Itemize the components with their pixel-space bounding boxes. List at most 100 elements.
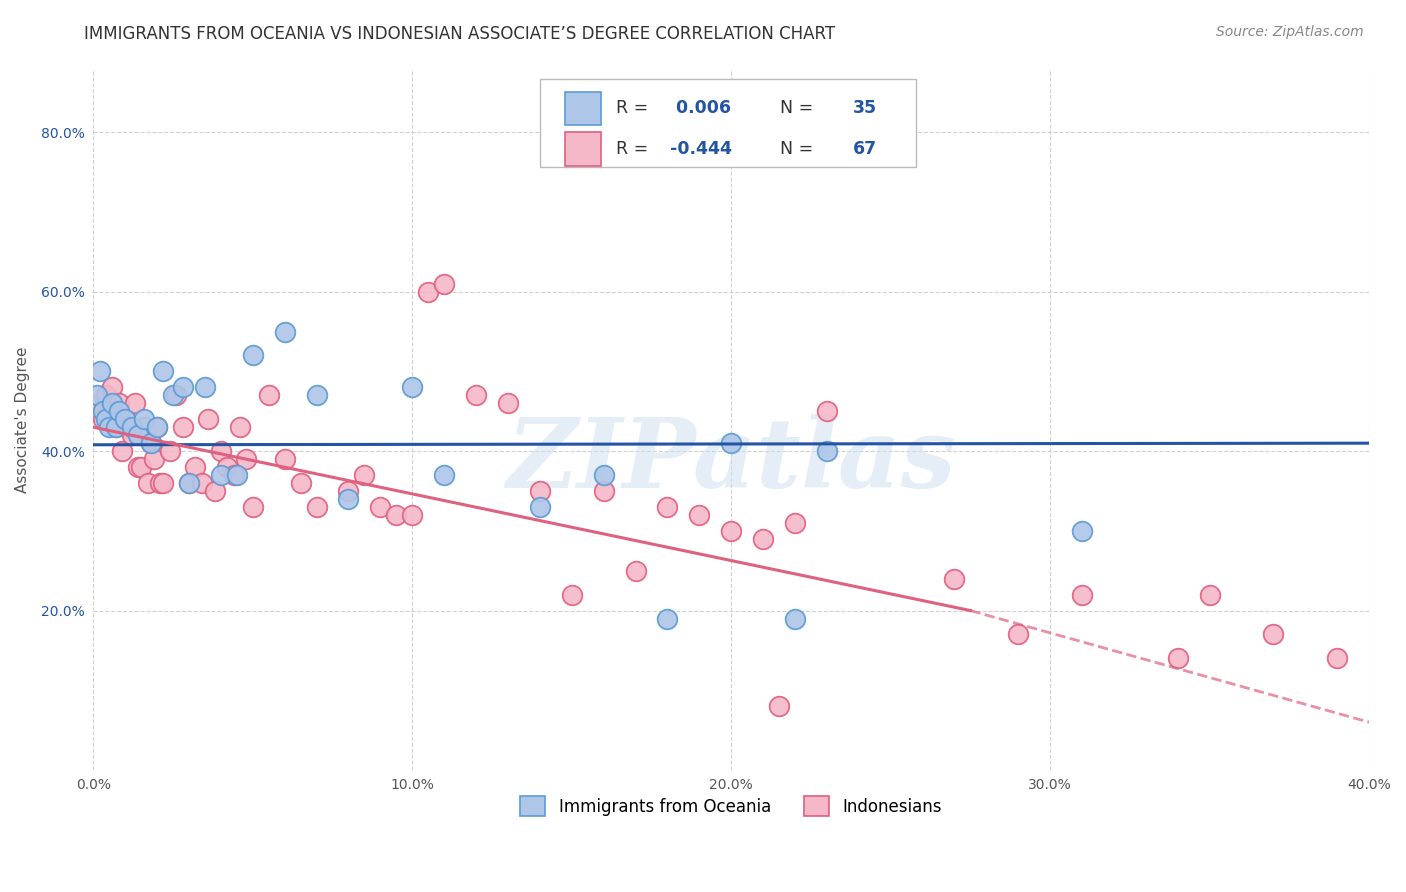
Point	[815, 444, 838, 458]
Point	[720, 524, 742, 538]
Point	[209, 468, 232, 483]
Point	[529, 500, 551, 514]
Point	[433, 468, 456, 483]
Point	[165, 388, 187, 402]
Y-axis label: Associate's Degree: Associate's Degree	[15, 346, 30, 492]
Point	[290, 476, 312, 491]
Point	[337, 491, 360, 506]
Point	[149, 476, 172, 491]
Point	[657, 500, 679, 514]
Point	[273, 452, 295, 467]
Point	[86, 404, 108, 418]
FancyBboxPatch shape	[565, 92, 602, 125]
Point	[815, 404, 838, 418]
Point	[529, 483, 551, 498]
Point	[1007, 627, 1029, 641]
Point	[496, 396, 519, 410]
Point	[592, 468, 614, 483]
Point	[257, 388, 280, 402]
Point	[370, 500, 392, 514]
FancyBboxPatch shape	[565, 132, 602, 166]
Point	[273, 325, 295, 339]
Point	[657, 611, 679, 625]
Point	[159, 444, 181, 458]
Point	[146, 420, 169, 434]
Point	[225, 468, 247, 483]
Point	[139, 436, 162, 450]
Point	[1071, 588, 1094, 602]
Point	[197, 412, 219, 426]
Point	[104, 420, 127, 434]
Point	[98, 404, 121, 418]
Point	[184, 460, 207, 475]
Point	[222, 468, 245, 483]
Point	[688, 508, 710, 522]
Point	[127, 428, 149, 442]
Text: N =: N =	[769, 99, 820, 118]
Point	[433, 277, 456, 291]
Text: ZIPatlas: ZIPatlas	[506, 415, 956, 508]
Point	[152, 364, 174, 378]
Point	[94, 412, 117, 426]
Point	[624, 564, 647, 578]
Text: 67: 67	[852, 140, 876, 158]
Point	[242, 349, 264, 363]
Point	[242, 500, 264, 514]
Point	[91, 412, 114, 426]
Point	[104, 420, 127, 434]
Point	[235, 452, 257, 467]
Point	[146, 420, 169, 434]
Point	[783, 611, 806, 625]
Point	[139, 436, 162, 450]
Point	[561, 588, 583, 602]
Point	[134, 420, 156, 434]
Point	[401, 508, 423, 522]
Point	[783, 516, 806, 530]
Point	[337, 483, 360, 498]
Point	[89, 364, 111, 378]
Point	[418, 285, 440, 299]
Point	[152, 476, 174, 491]
Point	[592, 483, 614, 498]
Text: 35: 35	[852, 99, 876, 118]
Text: N =: N =	[769, 140, 820, 158]
Point	[114, 412, 136, 426]
Point	[943, 572, 966, 586]
Text: IMMIGRANTS FROM OCEANIA VS INDONESIAN ASSOCIATE’S DEGREE CORRELATION CHART: IMMIGRANTS FROM OCEANIA VS INDONESIAN AS…	[84, 25, 835, 43]
Point	[768, 699, 790, 714]
Point	[162, 388, 184, 402]
Point	[101, 380, 124, 394]
Point	[98, 420, 121, 434]
Point	[121, 420, 143, 434]
Point	[142, 452, 165, 467]
Point	[121, 428, 143, 442]
Point	[136, 476, 159, 491]
Point	[94, 388, 117, 402]
Text: -0.444: -0.444	[671, 140, 733, 158]
Point	[124, 396, 146, 410]
Point	[91, 404, 114, 418]
Point	[204, 483, 226, 498]
Point	[217, 460, 239, 475]
Point	[127, 460, 149, 475]
Point	[401, 380, 423, 394]
Point	[720, 436, 742, 450]
Point	[177, 476, 200, 491]
Point	[177, 476, 200, 491]
Point	[305, 500, 328, 514]
Point	[1263, 627, 1285, 641]
Point	[465, 388, 488, 402]
FancyBboxPatch shape	[540, 79, 917, 167]
Point	[86, 388, 108, 402]
Point	[1198, 588, 1220, 602]
Point	[172, 420, 194, 434]
Point	[114, 412, 136, 426]
Legend: Immigrants from Oceania, Indonesians: Immigrants from Oceania, Indonesians	[512, 788, 950, 825]
Point	[111, 444, 134, 458]
Point	[194, 380, 217, 394]
Point	[108, 396, 131, 410]
Point	[134, 412, 156, 426]
Point	[1167, 651, 1189, 665]
Point	[305, 388, 328, 402]
Point	[353, 468, 375, 483]
